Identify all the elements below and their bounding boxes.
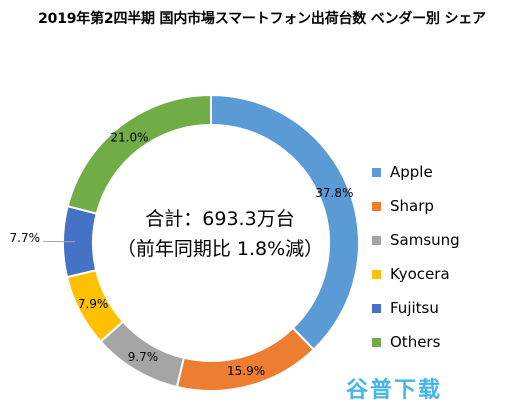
legend-item-sharp: Sharp xyxy=(372,189,460,223)
legend-item-apple: Apple xyxy=(372,155,460,189)
legend-swatch-kyocera xyxy=(372,269,381,279)
legend-label-others: Others xyxy=(390,333,441,351)
legend-label-samsung: Samsung xyxy=(390,231,460,249)
legend-item-samsung: Samsung xyxy=(372,223,460,257)
legend-label-apple: Apple xyxy=(390,163,433,181)
center-change: （前年同期比 1.8%減） xyxy=(116,238,324,260)
legend-swatch-fujitsu xyxy=(372,303,381,313)
legend-item-kyocera: Kyocera xyxy=(372,257,460,291)
legend-item-fujitsu: Fujitsu xyxy=(372,291,460,325)
data-label-apple: 37.8% xyxy=(315,186,353,200)
slice-others xyxy=(66,93,212,215)
data-label-samsung: 9.7% xyxy=(128,350,159,364)
legend-label-sharp: Sharp xyxy=(390,197,434,215)
legend-item-others: Others xyxy=(372,325,460,359)
legend-swatch-others xyxy=(372,337,381,347)
legend: Apple Sharp Samsung Kyocera Fujitsu Others xyxy=(372,155,460,359)
center-label: 合計：693.3万台 （前年同期比 1.8%減） xyxy=(100,204,340,264)
data-label-others: 21.0% xyxy=(110,130,148,144)
legend-label-fujitsu: Fujitsu xyxy=(390,299,439,317)
slice-sharp xyxy=(175,326,316,392)
watermark: 谷普下载 xyxy=(346,378,443,403)
data-label-sharp: 15.9% xyxy=(227,364,265,378)
legend-label-kyocera: Kyocera xyxy=(390,265,450,283)
center-total: 合計：693.3万台 xyxy=(145,208,295,230)
data-label-fujitsu: 7.7% xyxy=(10,231,41,245)
legend-swatch-sharp xyxy=(372,201,381,211)
legend-swatch-samsung xyxy=(372,235,381,245)
chart-title: 2019年第2四半期 国内市場スマートフォン出荷台数 ベンダー別 シェア xyxy=(38,11,486,27)
legend-swatch-apple xyxy=(372,167,381,177)
data-label-kyocera: 7.9% xyxy=(78,297,109,311)
